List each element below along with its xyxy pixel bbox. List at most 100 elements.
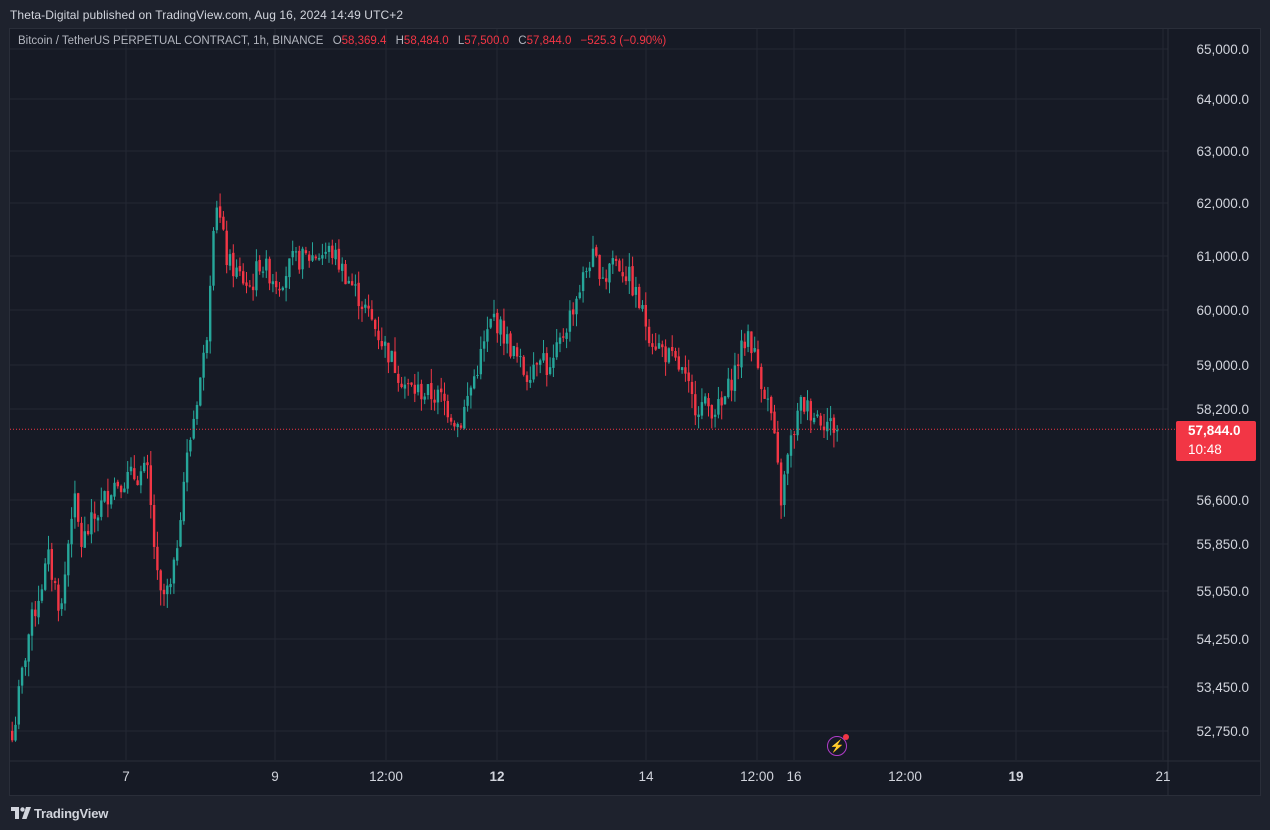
candle — [509, 331, 512, 359]
candle-body — [57, 584, 60, 611]
candle — [423, 392, 426, 405]
candle — [403, 376, 407, 399]
candle-body — [205, 340, 209, 354]
legend-open-label: O — [332, 35, 342, 47]
candle — [641, 300, 644, 312]
candle — [621, 258, 624, 283]
candle-body — [786, 454, 789, 474]
candle — [110, 494, 113, 509]
candle — [819, 412, 822, 431]
candle-body — [657, 343, 661, 349]
candle-body — [515, 347, 519, 357]
candle — [552, 344, 555, 378]
header-bar: Theta-Digital published on TradingView.c… — [0, 0, 1270, 28]
candle — [443, 382, 446, 416]
candle-body — [512, 345, 515, 357]
candle — [809, 398, 812, 434]
candle-body — [11, 730, 14, 741]
candle-body — [251, 286, 255, 291]
lightning-bolt-icon[interactable]: ⚡ — [827, 734, 849, 756]
candle — [27, 633, 30, 677]
candle-body — [644, 304, 647, 327]
candle-body — [572, 309, 575, 315]
candle-body — [677, 356, 680, 370]
candle-body — [133, 468, 136, 480]
candle-body — [473, 376, 476, 389]
time-axis-label: 16 — [786, 769, 801, 784]
candle — [73, 480, 77, 529]
candle — [430, 368, 433, 411]
candle — [83, 516, 86, 548]
candle-body — [123, 488, 126, 493]
candle — [367, 294, 370, 317]
candle-body — [182, 481, 185, 522]
candle — [535, 361, 539, 377]
candle-body — [733, 365, 737, 392]
candle-body — [684, 367, 687, 374]
candle — [436, 385, 440, 415]
candle-body — [700, 402, 704, 416]
candle — [162, 583, 166, 606]
candle — [783, 470, 786, 517]
candle — [377, 316, 380, 350]
candle — [301, 246, 304, 279]
candle-body — [667, 348, 671, 363]
candle-body — [77, 493, 80, 522]
candle — [812, 412, 816, 425]
candle — [690, 374, 694, 409]
price-axis-label: 54,250.0 — [1196, 632, 1249, 647]
candle-body — [727, 378, 730, 398]
candle — [268, 256, 271, 291]
candle-body — [492, 313, 496, 318]
candle — [499, 316, 502, 347]
candle — [704, 393, 707, 406]
time-axis-label: 12:00 — [888, 769, 922, 784]
candle-body — [565, 332, 568, 339]
candle-body — [110, 495, 113, 505]
legend-close-label: C — [518, 35, 527, 47]
candle — [209, 275, 212, 354]
candle — [166, 578, 169, 608]
candle — [113, 477, 116, 501]
candle-body — [268, 258, 271, 284]
candle-body — [463, 406, 466, 429]
candle — [727, 367, 730, 399]
candle-body — [654, 346, 657, 350]
candle — [278, 281, 281, 297]
candle — [156, 531, 159, 580]
candle — [628, 253, 631, 295]
candle-body — [624, 276, 628, 282]
candle — [558, 332, 562, 353]
candle-body — [202, 352, 205, 378]
candle-body — [710, 405, 713, 419]
candle-body — [479, 348, 482, 375]
candle-body — [575, 298, 578, 315]
candle-body — [159, 570, 162, 591]
candle-body — [496, 312, 499, 334]
candle — [60, 598, 63, 616]
tradingview-logo[interactable]: TradingView — [10, 805, 108, 821]
candle-body — [360, 306, 364, 309]
candle-body — [740, 340, 743, 368]
candle — [294, 247, 298, 262]
candle — [34, 601, 37, 627]
candle-body — [413, 384, 416, 394]
legend-symbol: Bitcoin / TetherUS PERPETUAL CONTRACT, 1… — [18, 35, 324, 47]
candle-body — [34, 609, 37, 617]
candle-body — [212, 230, 215, 286]
price-axis-label: 56,600.0 — [1196, 493, 1249, 508]
candle — [575, 296, 578, 327]
chart-frame[interactable] — [9, 28, 1261, 796]
candle-body — [390, 350, 393, 362]
legend-change: −525.3 (−0.90%) — [580, 35, 667, 47]
candle-body — [70, 518, 73, 545]
candle — [618, 258, 621, 272]
candle-body — [730, 379, 733, 391]
candle-body — [67, 543, 70, 576]
candle-body — [723, 396, 727, 405]
candle — [129, 457, 133, 476]
candle — [143, 456, 146, 473]
candle-body — [816, 414, 819, 417]
candle — [20, 666, 24, 694]
